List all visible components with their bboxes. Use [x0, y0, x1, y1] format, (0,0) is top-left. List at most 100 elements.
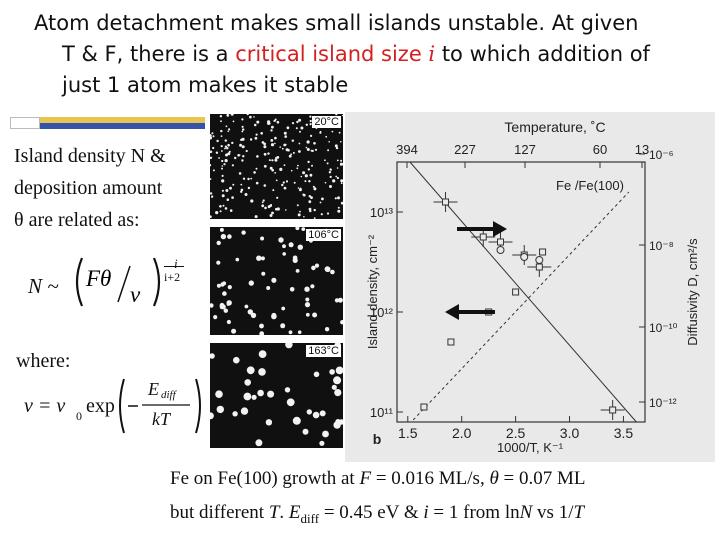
island-dot: [220, 120, 222, 123]
island-dot: [283, 186, 287, 190]
island-dot: [310, 284, 315, 289]
island-dot: [274, 159, 278, 162]
island-dot: [319, 131, 322, 134]
island-dot: [269, 166, 273, 170]
plot-frame: [396, 161, 646, 423]
island-dot: [256, 120, 260, 124]
island-dot: [244, 379, 251, 386]
island-dot: [324, 266, 331, 272]
island-dot: [251, 394, 257, 400]
micrograph-106c: 106°C: [210, 227, 343, 335]
island-dot: [221, 174, 224, 177]
island-dot: [290, 153, 293, 156]
caption-text: .: [279, 502, 289, 523]
y-right-tick-label: 10⁻¹²: [649, 396, 677, 410]
eq1-bracket-graphic: F θ ν: [75, 257, 161, 307]
island-dot: [233, 356, 240, 364]
island-dot: [231, 328, 237, 334]
caption-text: vs 1/: [532, 502, 574, 523]
island-dot: [221, 165, 224, 167]
island-dot: [258, 350, 267, 358]
island-dot: [240, 183, 243, 186]
island-dot: [224, 139, 227, 142]
island-dot: [221, 150, 223, 152]
island-dot: [255, 133, 258, 136]
eq2-denominator: kT: [152, 409, 170, 429]
island-dot: [228, 128, 231, 131]
island-dot: [246, 366, 255, 375]
island-dot: [231, 196, 234, 199]
caption-text: but different: [170, 502, 269, 523]
island-dot: [219, 302, 225, 308]
island-dot: [337, 209, 341, 213]
island-dot: [274, 142, 276, 145]
island-dot: [289, 287, 295, 292]
island-dot: [293, 181, 296, 184]
island-dot: [271, 211, 274, 215]
island-dot: [270, 204, 273, 206]
island-dot: [210, 215, 212, 218]
island-dot: [247, 177, 250, 181]
island-dot: [210, 164, 212, 167]
island-dot: [271, 125, 274, 129]
caption-var-N: N: [519, 502, 533, 523]
island-dot: [336, 176, 339, 180]
island-dot: [313, 371, 320, 378]
island-dot: [312, 185, 315, 188]
island-dot: [298, 150, 301, 153]
island-dot: [263, 164, 267, 168]
island-dot: [221, 194, 225, 198]
island-dot: [298, 188, 302, 192]
island-dot: [267, 390, 275, 398]
island-dot: [337, 196, 340, 200]
y-right-tick-label: 10⁻⁸: [649, 239, 674, 253]
caption-text: = 0.07 ML: [498, 468, 586, 489]
island-dot: [215, 390, 223, 398]
island-dot: [305, 297, 310, 302]
island-dot: [221, 167, 223, 170]
island-dot: [275, 179, 278, 182]
island-dot: [212, 146, 215, 150]
micrograph-163c: 163°C: [210, 343, 343, 448]
island-dot: [262, 199, 265, 202]
heading-text: to which addition of: [435, 42, 650, 66]
density-circle-point: [520, 253, 529, 261]
island-dot: [255, 439, 263, 447]
island-dot: [330, 168, 332, 171]
island-dot: [261, 271, 266, 276]
island-dot: [227, 143, 230, 147]
island-dot: [311, 265, 316, 271]
island-dot: [224, 207, 228, 210]
x-axis-label: 1000/T, K⁻¹: [497, 440, 564, 455]
island-dot: [273, 120, 276, 122]
island-dot: [340, 159, 343, 162]
micrograph-dots: [210, 227, 343, 335]
island-dot: [290, 169, 293, 172]
island-dot: [331, 130, 334, 133]
island-dot: [216, 405, 224, 414]
svg-text:ν: ν: [130, 282, 141, 307]
heading-text: T & F, there is a: [62, 42, 236, 66]
island-dot: [221, 179, 225, 183]
island-dot: [330, 269, 335, 275]
fit-line-diffusivity: [412, 191, 630, 421]
island-dot: [292, 416, 301, 425]
island-dot: [260, 256, 265, 261]
island-dot: [340, 179, 343, 183]
island-dot: [333, 421, 341, 429]
island-dot: [304, 174, 308, 178]
island-dot: [313, 142, 316, 145]
x-tick-label: 3.5: [614, 425, 634, 441]
island-dot: [283, 164, 286, 167]
top-tick-label: 13: [635, 142, 649, 157]
density-circle-point: [496, 246, 505, 254]
island-dot: [240, 188, 244, 192]
island-dot: [223, 308, 228, 313]
island-dot: [232, 411, 238, 417]
arrhenius-plot: Temperature, ˚C 394 227 127 60 13 1.5 2.0 2.5 3.0…: [345, 112, 715, 462]
eq1-lhs: N ~: [28, 274, 59, 298]
island-dot: [224, 147, 226, 150]
island-dot: [250, 199, 254, 203]
island-dot: [228, 150, 231, 153]
island-dot: [285, 209, 287, 211]
